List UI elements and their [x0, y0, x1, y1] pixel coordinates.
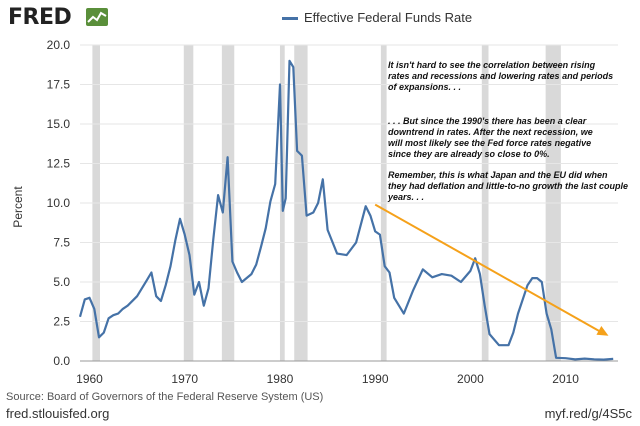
annotation-line: will most likely see the Fed force rates…	[388, 138, 591, 148]
x-tick-label: 1990	[362, 372, 389, 386]
annotation-line: downtrend in rates. After the next reces…	[388, 127, 593, 137]
x-tick-label: 1960	[76, 372, 103, 386]
x-tick-label: 2010	[552, 372, 579, 386]
y-tick-label: 12.5	[47, 157, 71, 171]
source-note: Source: Board of Governors of the Federa…	[6, 391, 324, 403]
x-tick-label: 2000	[457, 372, 484, 386]
y-axis: 0.0 2.5 5.0 7.5 10.0 12.5 15.0 17.5 20.0	[47, 38, 71, 368]
annotation-text: It isn't hard to see the correlation bet…	[387, 60, 628, 202]
annotation-line: years. . .	[387, 192, 424, 202]
y-axis-title: Percent	[11, 186, 25, 228]
y-tick-label: 2.5	[53, 315, 70, 329]
annotation-line: they had deflation and little-to-no grow…	[388, 181, 628, 191]
x-tick-label: 1980	[267, 372, 294, 386]
series-line	[78, 59, 614, 361]
legend-label: Effective Federal Funds Rate	[304, 10, 473, 25]
annotation-line: of expansions. . .	[388, 82, 461, 92]
x-axis: 1960 1970 1980 1990 2000 2010	[76, 360, 618, 386]
x-tick-label: 1970	[171, 372, 198, 386]
y-tick-label: 20.0	[47, 38, 71, 52]
annotation-line: since they are already so close to 0%.	[388, 149, 550, 159]
annotation-line: Remember, this is what Japan and the EU …	[388, 170, 608, 180]
annotation-line: It isn't hard to see the correlation bet…	[388, 60, 596, 70]
site-link[interactable]: fred.stlouisfed.org	[6, 406, 110, 421]
series-layer	[78, 59, 614, 361]
y-tick-label: 5.0	[53, 275, 70, 289]
y-tick-label: 7.5	[53, 236, 70, 250]
trend-arrow	[374, 203, 609, 336]
short-link[interactable]: myf.red/g/4S5c	[544, 406, 632, 421]
y-tick-label: 17.5	[47, 78, 71, 92]
gridlines	[80, 44, 618, 362]
legend-swatch	[282, 17, 298, 21]
annotation-line: rates and recessions and lowering rates …	[388, 71, 613, 81]
fred-logo[interactable]: FRED	[8, 5, 72, 30]
trend-arrow-shaft	[374, 203, 601, 333]
y-tick-label: 0.0	[53, 354, 70, 368]
y-tick-label: 10.0	[47, 196, 71, 210]
chart-legend: Effective Federal Funds Rate	[282, 10, 472, 25]
y-tick-label: 15.0	[47, 117, 71, 131]
annotation-line: . . . But since the 1990's there has bee…	[388, 116, 587, 126]
logo-text: FRED	[8, 5, 72, 30]
fred-chart-icon	[86, 8, 108, 26]
trend-arrow-head	[596, 325, 609, 336]
